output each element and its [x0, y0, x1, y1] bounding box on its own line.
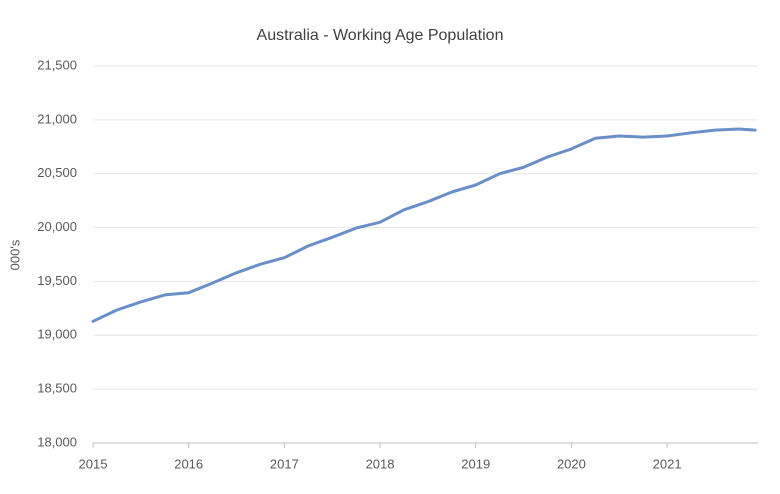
x-tick-label: 2018 — [366, 456, 395, 471]
chart-title: Australia - Working Age Population — [257, 27, 504, 44]
y-tick-label: 18,000 — [37, 434, 77, 449]
y-tick-label: 19,000 — [37, 327, 77, 342]
x-tick-label: 2017 — [270, 456, 299, 471]
y-axis-title: 000's — [7, 239, 22, 270]
x-tick-label: 2020 — [557, 456, 586, 471]
y-tick-label: 19,500 — [37, 273, 77, 288]
y-tick-label: 21,000 — [37, 111, 77, 126]
x-tick-label: 2021 — [653, 456, 682, 471]
x-tick-label: 2016 — [174, 456, 203, 471]
x-tick-label: 2015 — [79, 456, 108, 471]
y-tick-label: 20,000 — [37, 219, 77, 234]
y-tick-label: 21,500 — [37, 57, 77, 72]
y-tick-label: 20,500 — [37, 165, 77, 180]
y-tick-label: 18,500 — [37, 381, 77, 396]
x-tick-label: 2019 — [461, 456, 490, 471]
data-line — [91, 127, 757, 323]
